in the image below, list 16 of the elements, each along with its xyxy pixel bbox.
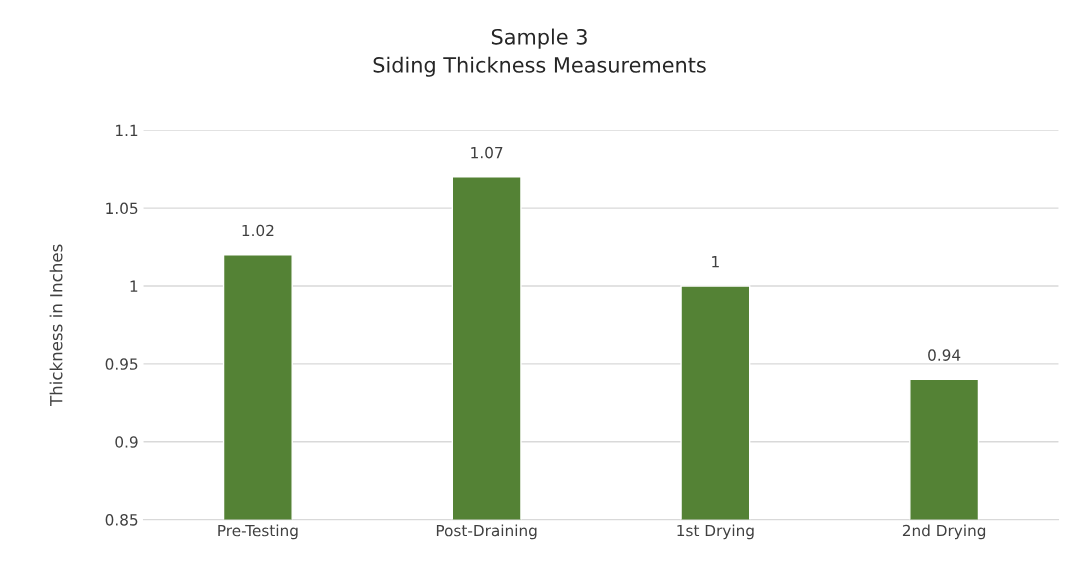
y-tick-label: 1.1 xyxy=(116,124,138,136)
y-tick-label: 0.9 xyxy=(115,436,138,448)
x-tick-label: Pre-Testing xyxy=(218,524,298,540)
x-tick-label: 2nd Drying xyxy=(902,524,986,540)
y-tick-label: 1.05 xyxy=(106,202,138,215)
y-tick-label: 0.95 xyxy=(105,358,138,370)
y-axis-title: Thickness in Inches xyxy=(49,244,63,407)
data-label: 1.02 xyxy=(242,224,274,237)
x-tick-label: Post-Draining xyxy=(436,524,537,540)
chart-title: Sample 3 Siding Thickness Measurements xyxy=(373,28,706,77)
y-tick-label: 1 xyxy=(130,280,138,292)
x-tick-label: 1st Drying xyxy=(677,524,754,540)
y-tick-label: 0.85 xyxy=(105,514,138,526)
data-label: 1.07 xyxy=(471,146,503,159)
data-label: 1 xyxy=(712,256,719,268)
data-label: 0.94 xyxy=(928,349,961,361)
